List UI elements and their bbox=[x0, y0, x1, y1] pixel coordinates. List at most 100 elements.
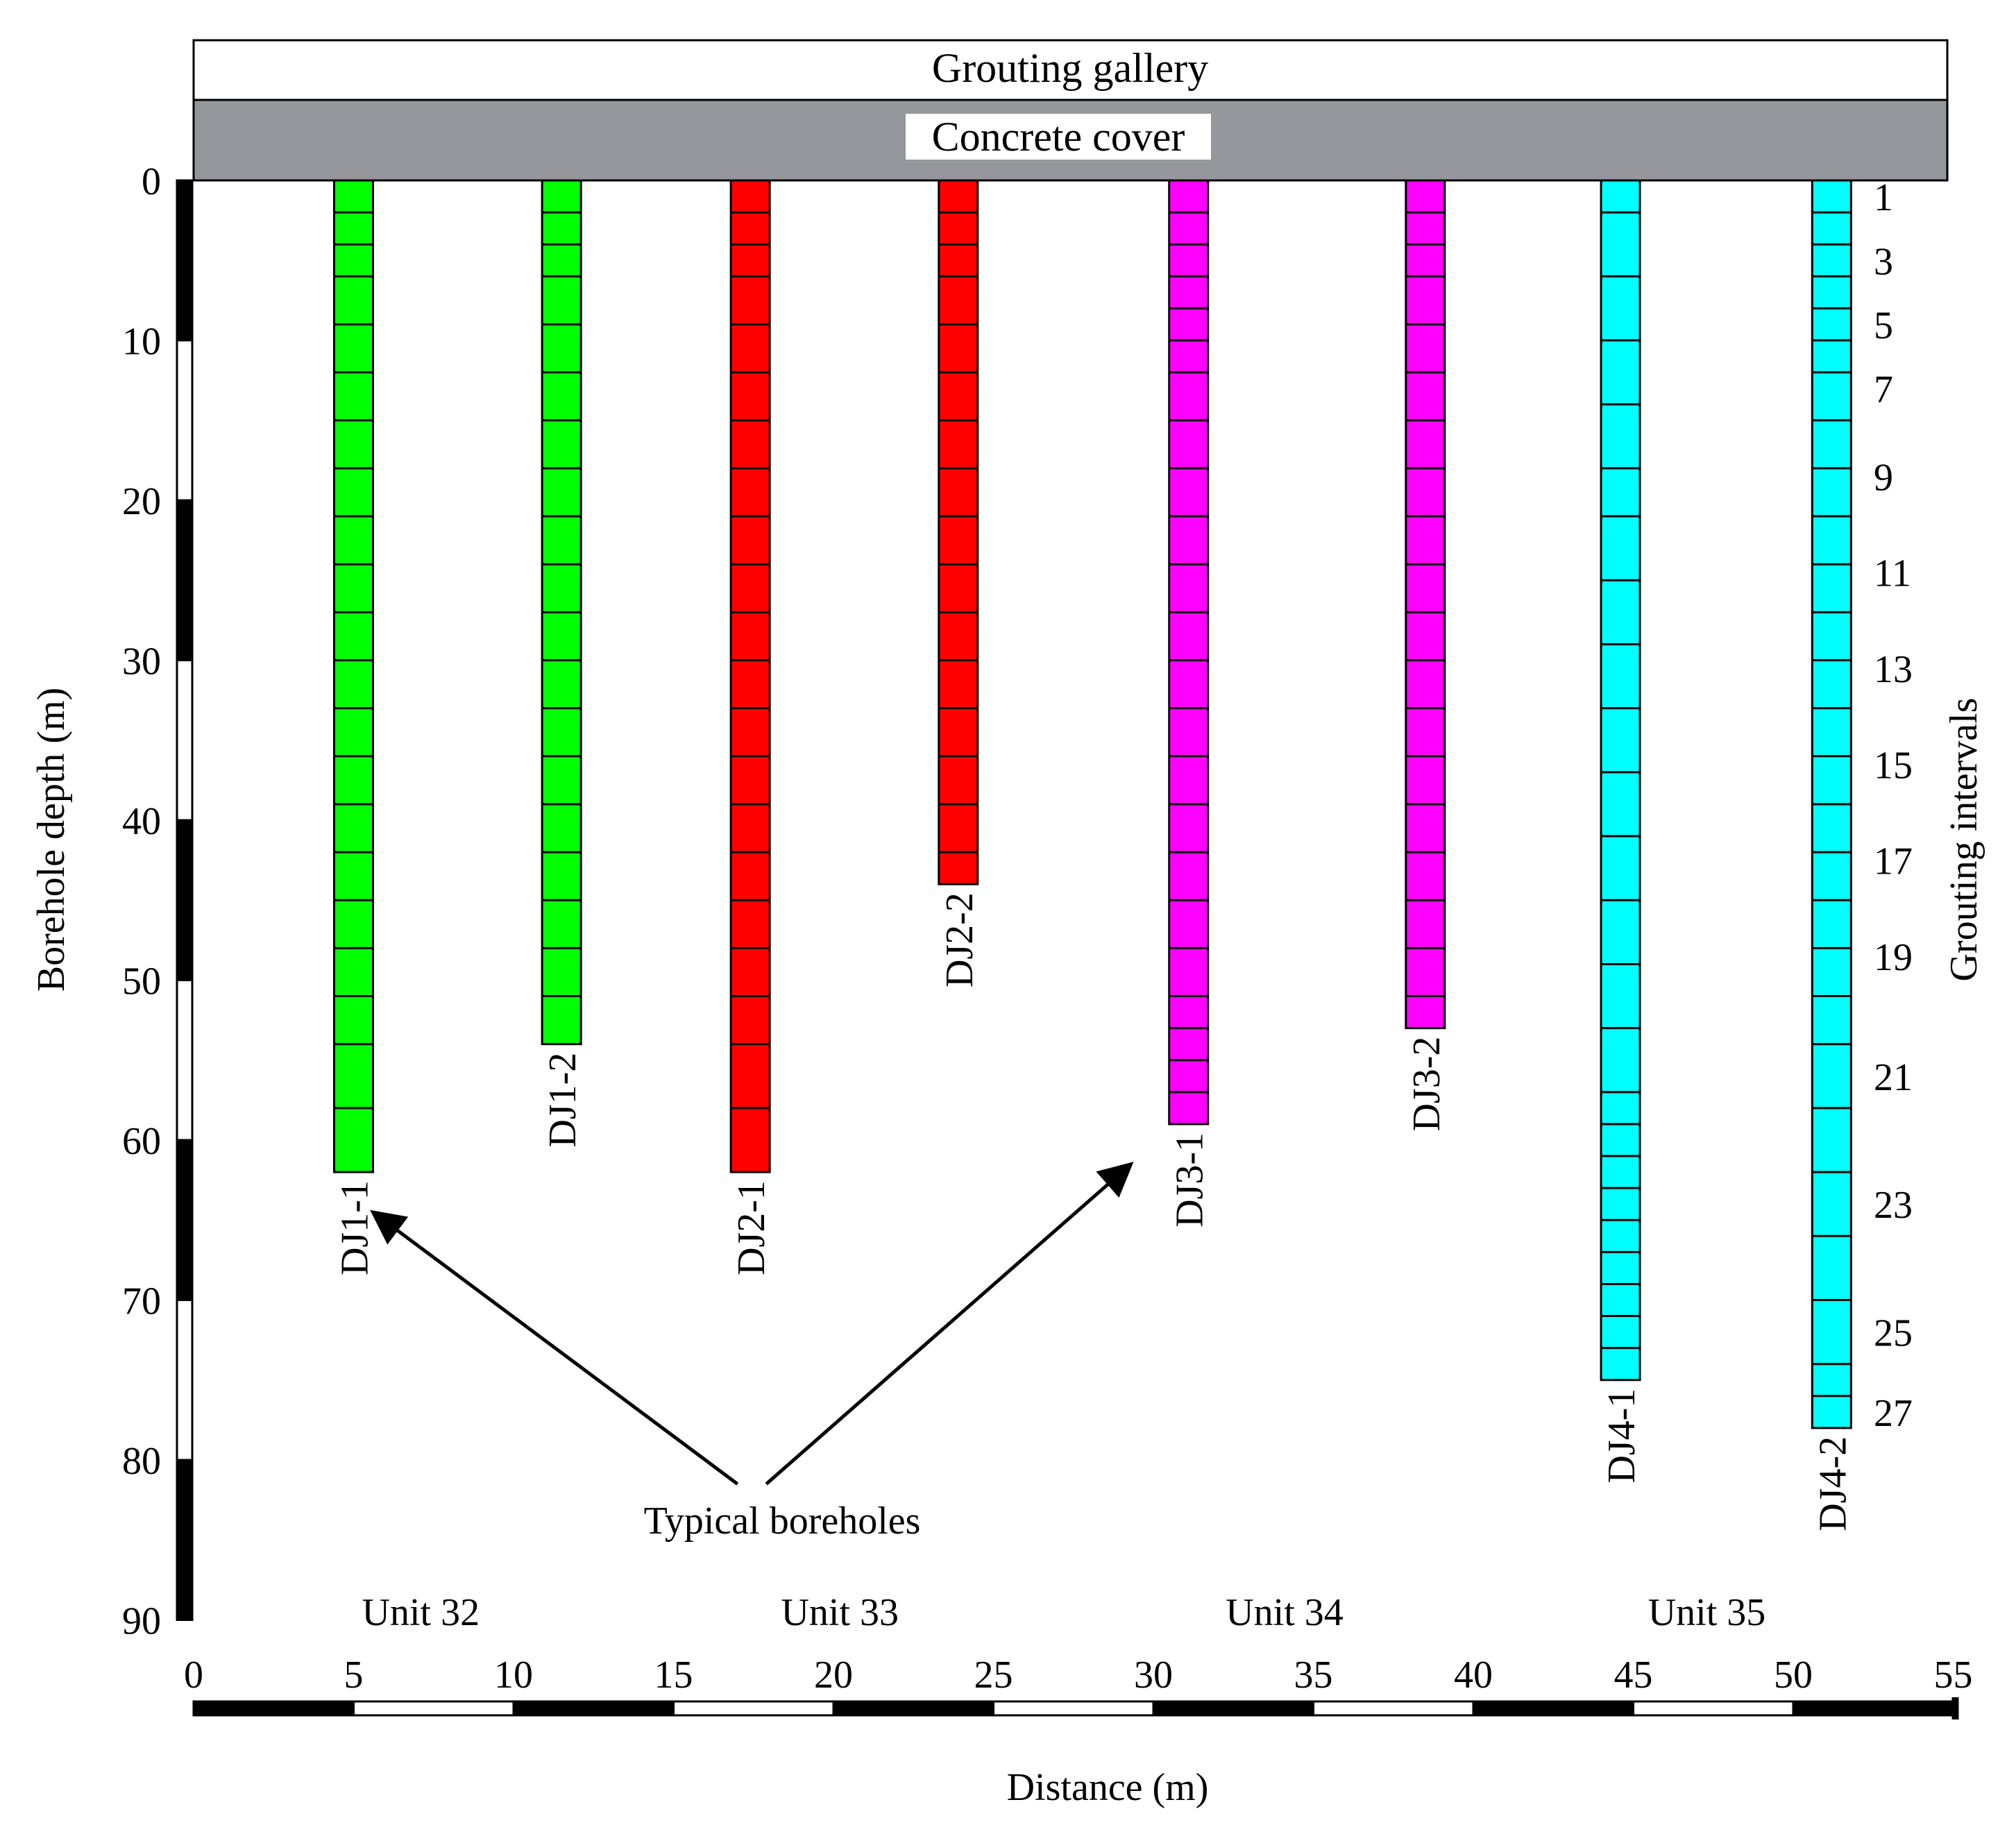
distance-scale-segment bbox=[192, 1700, 355, 1717]
borehole-label: DJ1-1 bbox=[334, 1180, 377, 1275]
distance-tick-label: 50 bbox=[1774, 1654, 1813, 1697]
depth-tick-label: 0 bbox=[142, 160, 161, 203]
grouting-interval-label: 25 bbox=[1874, 1312, 1913, 1355]
annotation-arrows bbox=[370, 1162, 1134, 1486]
depth-tick-label: 20 bbox=[122, 480, 161, 523]
distance-tick-label: 35 bbox=[1294, 1654, 1333, 1697]
distance-tick-label: 40 bbox=[1454, 1654, 1493, 1697]
unit-label: Unit 33 bbox=[781, 1591, 899, 1634]
depth-scale-segment bbox=[176, 499, 194, 661]
depth-scale-segment bbox=[176, 1299, 194, 1461]
distance-scale-segment bbox=[1472, 1700, 1634, 1717]
borehole-dj2-1: DJ2-1 bbox=[729, 179, 773, 1275]
distance-tick-label: 55 bbox=[1934, 1654, 1973, 1697]
distance-scale-bar bbox=[192, 1697, 1959, 1719]
grouting-interval-label: 1 bbox=[1874, 176, 1893, 219]
arrow-to-dj1-1 bbox=[370, 1209, 739, 1486]
depth-tick-label: 60 bbox=[122, 1120, 161, 1163]
distance-scale-segment bbox=[832, 1700, 994, 1717]
borehole-label: DJ3-2 bbox=[1405, 1037, 1448, 1132]
distance-scale-segment bbox=[512, 1700, 675, 1717]
distance-tick-label: 0 bbox=[184, 1654, 203, 1697]
x-axis-title: Distance (m) bbox=[1007, 1766, 1209, 1809]
arrow-to-dj3-1 bbox=[765, 1162, 1134, 1486]
borehole-label: DJ3-1 bbox=[1169, 1132, 1212, 1228]
borehole-dj4-1: DJ4-1 bbox=[1600, 179, 1643, 1484]
depth-tick-label: 30 bbox=[122, 640, 161, 683]
borehole-dj2-2: DJ2-2 bbox=[938, 179, 981, 987]
grouting-interval-label: 19 bbox=[1874, 936, 1913, 979]
borehole-label: DJ4-2 bbox=[1811, 1436, 1854, 1531]
depth-tick-label: 50 bbox=[122, 960, 161, 1003]
typical-boreholes-label: Typical boreholes bbox=[644, 1500, 921, 1543]
grouting-interval-label: 11 bbox=[1874, 552, 1911, 595]
borehole-label: DJ4-1 bbox=[1600, 1388, 1643, 1484]
borehole-column bbox=[333, 179, 374, 1173]
distance-scale-segment bbox=[992, 1700, 1155, 1717]
depth-tick-label: 90 bbox=[122, 1600, 161, 1643]
distance-tick-label: 45 bbox=[1614, 1654, 1653, 1697]
unit-label: Unit 35 bbox=[1648, 1591, 1766, 1634]
grouting-gallery-label: Grouting gallery bbox=[932, 45, 1208, 91]
depth-tick-label: 80 bbox=[122, 1440, 161, 1483]
borehole-column bbox=[729, 179, 771, 1173]
depth-scale-segment bbox=[176, 659, 194, 822]
depth-scale-segment bbox=[176, 1139, 194, 1301]
unit-labels: Unit 32 Unit 33 Unit 34 Unit 35 bbox=[362, 1591, 1766, 1634]
borehole-dj4-2: DJ4-2 bbox=[1811, 179, 1854, 1531]
distance-tick-label: 20 bbox=[814, 1654, 853, 1697]
grouting-interval-label: 3 bbox=[1874, 240, 1893, 283]
grouting-gallery-band bbox=[192, 39, 1949, 101]
distance-tick-label: 25 bbox=[974, 1654, 1013, 1697]
depth-tick-labels: 0 10 20 30 40 50 60 70 80 90 bbox=[122, 160, 161, 1643]
depth-scale-segment bbox=[176, 179, 194, 341]
depth-scale-bar bbox=[176, 179, 194, 1621]
right-axis-title: Grouting intervals bbox=[1942, 697, 1985, 981]
grouting-interval-label: 9 bbox=[1874, 456, 1893, 499]
borehole-label: DJ2-2 bbox=[938, 892, 981, 987]
depth-scale-segment bbox=[176, 979, 194, 1141]
distance-scale-segment bbox=[1312, 1700, 1475, 1717]
grouting-interval-label: 5 bbox=[1874, 304, 1893, 347]
depth-tick-label: 40 bbox=[122, 800, 161, 843]
boreholes: DJ1-1 DJ1-2 DJ2-1 DJ2-2 DJ3-1 DJ3-2 DJ4-1 DJ4-2 bbox=[333, 179, 1854, 1531]
depth-tick-label: 70 bbox=[122, 1280, 161, 1323]
concrete-cover-label-bg bbox=[906, 114, 1211, 160]
borehole-column bbox=[1600, 179, 1641, 1382]
distance-scale-end bbox=[1951, 1697, 1959, 1719]
distance-scale-segment bbox=[672, 1700, 835, 1717]
borehole-label: DJ1-2 bbox=[541, 1053, 584, 1148]
distance-scale-segment bbox=[353, 1700, 515, 1717]
borehole-label: DJ2-1 bbox=[730, 1180, 773, 1275]
concrete-cover-label: Concrete cover bbox=[932, 114, 1185, 160]
distance-scale-segment bbox=[1152, 1700, 1314, 1717]
grouting-interval-label: 23 bbox=[1874, 1184, 1913, 1227]
borehole-dj1-1: DJ1-1 bbox=[333, 179, 377, 1275]
depth-scale-segment bbox=[176, 819, 194, 981]
grouting-interval-label: 7 bbox=[1874, 368, 1893, 411]
distance-scale-segment bbox=[1632, 1700, 1795, 1717]
borehole-dj3-1: DJ3-1 bbox=[1168, 179, 1212, 1228]
grouting-interval-label: 15 bbox=[1874, 744, 1913, 787]
grouting-interval-label: 13 bbox=[1874, 648, 1913, 691]
depth-tick-label: 10 bbox=[122, 321, 161, 364]
depth-scale-segment bbox=[176, 339, 194, 502]
unit-label: Unit 32 bbox=[362, 1591, 480, 1634]
borehole-column bbox=[1168, 179, 1210, 1126]
distance-scale-segment bbox=[1792, 1700, 1954, 1717]
y-axis-title: Borehole depth (m) bbox=[30, 688, 73, 992]
distance-tick-label: 5 bbox=[344, 1654, 364, 1697]
distance-tick-label: 15 bbox=[654, 1654, 693, 1697]
borehole-column bbox=[938, 179, 979, 885]
distance-tick-label: 30 bbox=[1134, 1654, 1173, 1697]
grouting-interval-label: 27 bbox=[1874, 1392, 1913, 1435]
depth-scale-segment bbox=[176, 1459, 194, 1621]
borehole-dj3-2: DJ3-2 bbox=[1405, 179, 1448, 1132]
grouting-interval-label: 21 bbox=[1874, 1056, 1913, 1099]
distance-tick-label: 10 bbox=[494, 1654, 533, 1697]
borehole-column bbox=[1405, 179, 1446, 1030]
grouting-interval-label: 17 bbox=[1874, 840, 1913, 883]
borehole-dj1-2: DJ1-2 bbox=[541, 179, 584, 1148]
